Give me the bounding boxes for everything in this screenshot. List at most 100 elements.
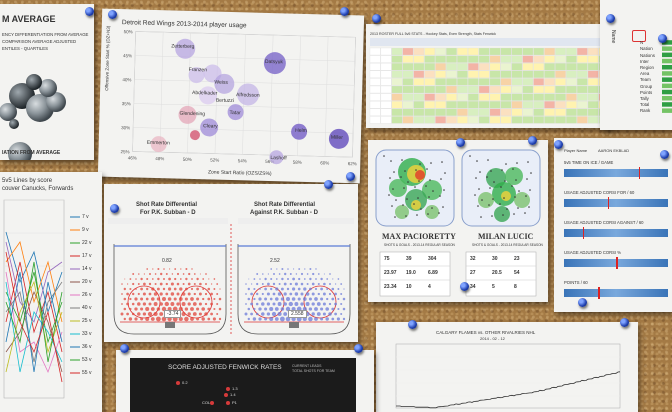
shot-rate-hex (120, 312, 124, 316)
table-cell (457, 93, 468, 101)
heatmap-shot (401, 159, 403, 161)
shot-rate-hex (154, 282, 157, 286)
table-cell (511, 70, 523, 78)
shot-rate-hex (264, 317, 268, 321)
table-cell (511, 101, 523, 109)
table-cell (522, 116, 534, 124)
table-cell (533, 108, 545, 116)
table-cell (457, 55, 468, 63)
shot-rate-hex (331, 297, 335, 301)
table-cell (380, 70, 392, 78)
shot-rate-hex (294, 302, 299, 306)
rink-faceoff-circle (127, 285, 161, 319)
shot-rate-hex (204, 302, 208, 306)
shot-rate-hex (271, 311, 277, 317)
scatter-x-tick: 60% (320, 160, 329, 165)
shot-rate-hex (331, 287, 335, 291)
table-cell (402, 70, 414, 78)
heatmap-shot (488, 204, 490, 206)
bars-player-label: Player Name (564, 148, 588, 153)
shot-rate-hex (277, 302, 282, 306)
heatmap-shot (428, 196, 430, 198)
lines-legend-entry: 20 v (82, 279, 92, 285)
shot-right-box: 2.558 (288, 310, 307, 318)
shot-rate-hex (198, 302, 202, 306)
shot-rate-hex (153, 311, 158, 317)
right-list-swatch (662, 65, 672, 70)
shot-rate-hex (216, 292, 219, 296)
shot-rate-hex (320, 317, 324, 321)
heatmap-stat-value: 8 (514, 284, 517, 290)
shot-rate-hex (329, 273, 331, 275)
table-cell (467, 101, 479, 109)
heatmap-shot (443, 189, 445, 191)
shot-rate-hex (201, 307, 205, 311)
table-cell (566, 93, 577, 101)
table-cell (500, 108, 512, 116)
table-cell (424, 55, 436, 63)
lines-series (5, 231, 63, 314)
shot-rate-hex (190, 297, 194, 301)
table-cell (489, 85, 501, 94)
shot-rate-hex (300, 272, 304, 276)
lines-legend-entry: 40 v (82, 305, 92, 311)
shot-rate-hex (191, 268, 193, 270)
rink-faceoff-circle (303, 285, 337, 319)
scatter-point-label: Tatar (229, 109, 241, 117)
heatmap-blob (514, 192, 530, 208)
shot-rate-hex (205, 273, 207, 275)
heatmap-shot (489, 187, 491, 189)
shot-rate-hex (187, 292, 191, 296)
table-cell (424, 70, 436, 78)
shot-rate-hex (255, 312, 259, 316)
heatmap-paper: MAX PACIORETTY SHOTS & GOALS - 2013-14 R… (368, 140, 548, 302)
fenwick-point (226, 401, 230, 405)
table-cell (587, 47, 599, 56)
heatmap-shot (392, 188, 394, 190)
table-cell (555, 63, 566, 71)
shot-rate-hex (328, 292, 332, 296)
shot-rate-hex (342, 297, 346, 301)
right-list-label: Group (640, 83, 653, 89)
svg-text:Name: Name (610, 30, 616, 44)
heatmap-shot (511, 185, 513, 187)
table-cell (533, 47, 545, 56)
shot-rate-hex (275, 287, 279, 291)
push-pin (658, 34, 667, 43)
table-cell (478, 47, 490, 56)
table-cell (489, 47, 501, 56)
table-cell (576, 108, 588, 116)
heatmap-blob (478, 192, 494, 208)
table-cell (413, 78, 425, 86)
shot-rate-hex (207, 287, 211, 291)
table-cell (566, 70, 577, 78)
shot-rate-hex (150, 317, 155, 321)
table-cell (555, 108, 566, 116)
fenwick-point (224, 393, 228, 397)
shot-rate-hex (207, 307, 211, 311)
shot-rate-hex (213, 288, 216, 290)
table-cell (478, 85, 490, 94)
heatmap-shot (404, 170, 406, 172)
shot-rate-hex (146, 268, 149, 270)
shot-rate-hex (342, 317, 346, 321)
table-cell (380, 108, 392, 116)
shot-rate-hex (131, 312, 135, 316)
table-cell (467, 93, 479, 101)
shot-rate-hex (213, 278, 216, 280)
table-cell (544, 93, 555, 101)
shot-rate-hex (159, 272, 163, 276)
heatmap-shot (527, 161, 529, 163)
shot-rate-hex (129, 278, 132, 280)
shot-rate-hex (135, 278, 137, 280)
heatmap-shot (501, 169, 503, 171)
scatter-chart-paper: Detroit Red Wings 2013-2014 player usage… (97, 8, 365, 184)
table-cell (391, 116, 403, 124)
right-list-swatch (662, 58, 672, 64)
shot-rate-hex (129, 287, 132, 291)
shot-rate-hex (322, 312, 326, 316)
table-cell (533, 55, 545, 63)
shot-rate-hex (291, 297, 296, 301)
shot-rate-hex (258, 297, 262, 301)
heatmap-shot (493, 181, 495, 183)
